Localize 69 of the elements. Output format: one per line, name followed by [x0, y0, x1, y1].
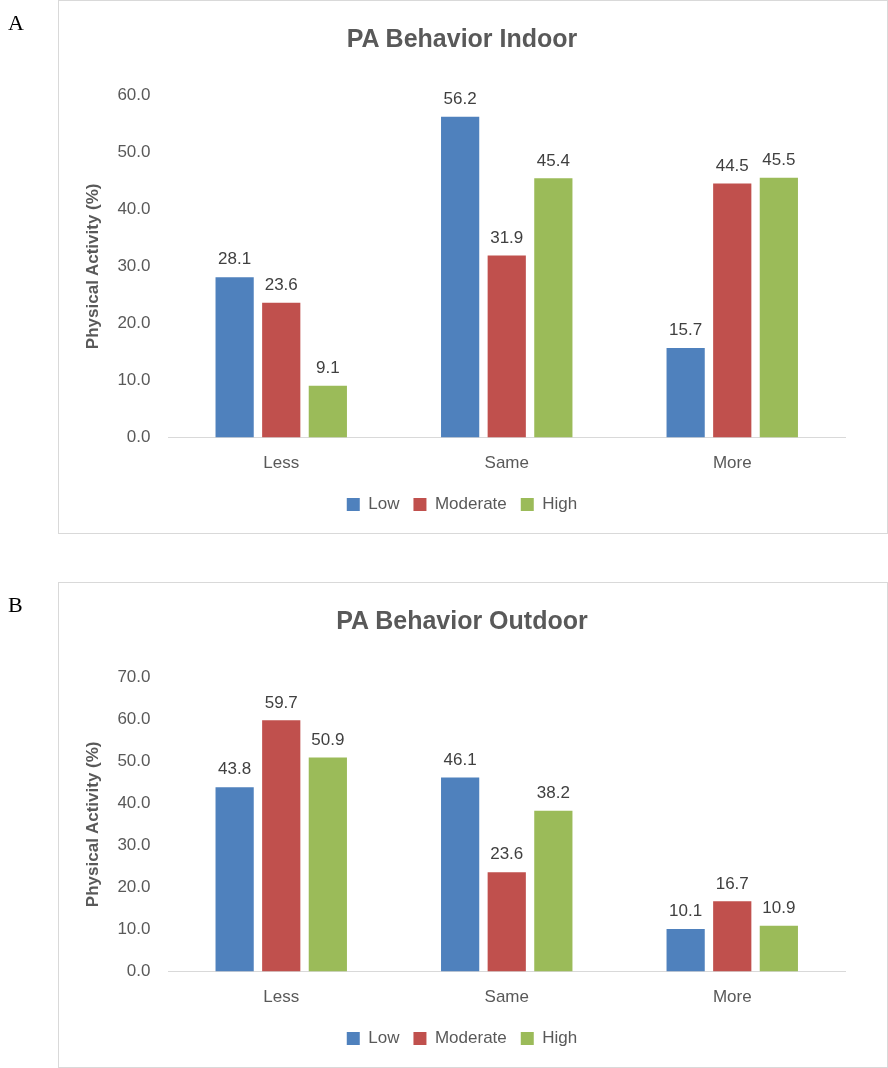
bar — [262, 720, 301, 972]
y-axis-title: Physical Activity (%) — [82, 183, 102, 350]
data-label: 45.4 — [536, 150, 570, 170]
y-tick-label: 20.0 — [117, 313, 151, 333]
x-tick-label: More — [712, 453, 752, 473]
y-tick-label: 40.0 — [117, 792, 151, 812]
bar — [759, 177, 798, 438]
data-label: 45.5 — [762, 149, 796, 169]
x-tick-label: Less — [263, 987, 300, 1007]
bar — [262, 302, 301, 438]
x-tick-label: More — [712, 987, 752, 1007]
y-tick-label: 50.0 — [117, 750, 151, 770]
x-tick-label: Less — [263, 453, 300, 473]
data-label: 10.1 — [669, 901, 703, 921]
x-tick-label: Same — [484, 987, 529, 1007]
y-tick-label: 40.0 — [117, 198, 151, 218]
bar — [215, 787, 254, 972]
chart-title: PA Behavior Outdoor — [336, 605, 588, 634]
legend-label: Low — [368, 1028, 401, 1048]
y-tick-label: 10.0 — [117, 370, 151, 390]
y-tick-label: 30.0 — [117, 255, 151, 275]
data-label: 23.6 — [490, 844, 524, 864]
bar — [534, 810, 573, 972]
data-label: 59.7 — [264, 692, 298, 712]
bar — [487, 872, 526, 972]
text: A — [8, 10, 24, 36]
data-label: 10.9 — [762, 897, 796, 917]
data-label: 9.1 — [316, 357, 340, 377]
y-tick-label: 70.0 — [117, 666, 151, 686]
data-label: 31.9 — [490, 227, 524, 247]
bar — [487, 255, 526, 438]
bar — [666, 347, 705, 438]
y-tick-label: 0.0 — [126, 427, 151, 447]
y-tick-label: 60.0 — [117, 708, 151, 728]
bar — [534, 178, 573, 438]
legend-label: High — [542, 494, 578, 514]
data-label: 28.1 — [218, 249, 252, 269]
bar — [713, 901, 752, 972]
chart-title: PA Behavior Indoor — [346, 23, 578, 52]
data-label: 56.2 — [443, 88, 477, 108]
bar — [308, 385, 347, 438]
bar — [441, 777, 480, 972]
data-label: 38.2 — [536, 783, 570, 803]
legend-label: High — [542, 1028, 578, 1048]
legend-label: Low — [368, 494, 401, 514]
x-tick-label: Same — [484, 453, 529, 473]
y-tick-label: 0.0 — [126, 961, 151, 981]
data-label: 15.7 — [669, 320, 703, 340]
bar — [666, 929, 705, 972]
text: B — [8, 592, 23, 618]
data-label: 50.9 — [311, 729, 345, 749]
bar — [215, 277, 254, 438]
legend-label: Moderate — [434, 1028, 507, 1048]
data-label: 46.1 — [443, 749, 477, 769]
data-label: 44.5 — [715, 155, 749, 175]
legend-label: Moderate — [434, 494, 507, 514]
bar — [713, 183, 752, 438]
data-label: 16.7 — [715, 873, 749, 893]
data-label: 43.8 — [218, 759, 252, 779]
y-tick-label: 20.0 — [117, 877, 151, 897]
y-tick-label: 60.0 — [117, 84, 151, 104]
y-axis-title: Physical Activity (%) — [82, 741, 102, 908]
y-tick-label: 30.0 — [117, 835, 151, 855]
bar — [308, 757, 347, 972]
y-tick-label: 10.0 — [117, 919, 151, 939]
y-tick-label: 50.0 — [117, 141, 151, 161]
data-label: 23.6 — [264, 275, 298, 295]
bar — [759, 925, 798, 972]
bar — [441, 116, 480, 438]
